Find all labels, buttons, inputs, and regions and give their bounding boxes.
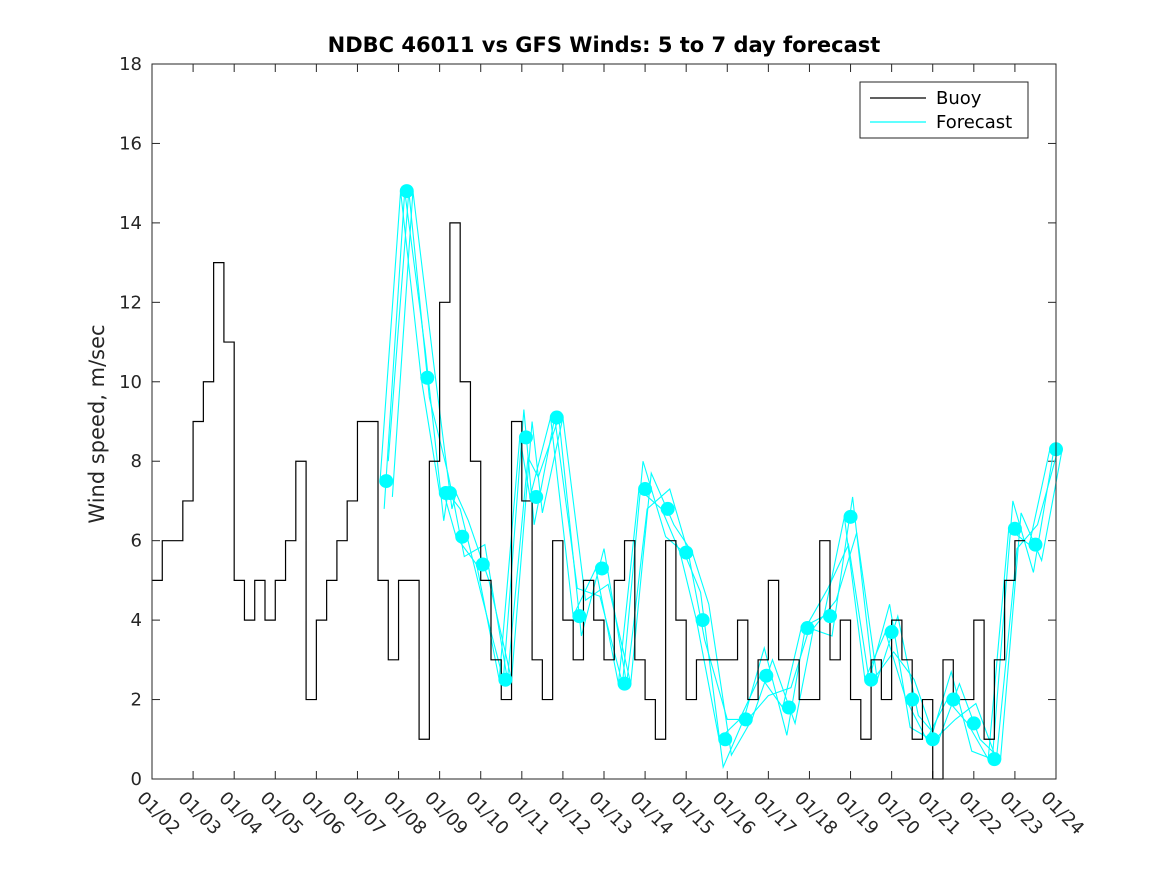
- forecast-point: [759, 668, 774, 683]
- y-tick-label: 8: [131, 451, 142, 472]
- y-tick-label: 0: [131, 769, 142, 790]
- forecast-point: [800, 621, 815, 636]
- forecast-point: [617, 676, 632, 691]
- plot-frame: [151, 63, 1057, 780]
- forecast-point: [498, 672, 513, 687]
- forecast-point: [695, 613, 710, 628]
- forecast-point: [660, 501, 675, 516]
- forecast-point: [455, 529, 470, 544]
- y-tick-label: 6: [131, 531, 142, 552]
- forecast-point: [518, 430, 533, 445]
- y-tick-label: 2: [131, 690, 142, 711]
- y-tick-label: 12: [119, 292, 142, 313]
- forecast-points: [379, 184, 1063, 767]
- forecast-point: [925, 732, 940, 747]
- chart-title: NDBC 46011 vs GFS Winds: 5 to 7 day fore…: [328, 33, 881, 57]
- forecast-point: [399, 184, 414, 199]
- legend-buoy-label: Buoy: [936, 88, 982, 109]
- forecast-point: [987, 752, 1002, 767]
- forecast-point: [529, 489, 544, 504]
- forecast-point: [864, 672, 879, 687]
- buoy-series: [152, 222, 1026, 780]
- y-tick-label: 10: [119, 372, 142, 393]
- forecast-point: [738, 712, 753, 727]
- forecast-point: [594, 561, 609, 576]
- buoy-line: [152, 222, 1026, 780]
- y-tick-label: 18: [119, 54, 142, 75]
- y-axis-label: Wind speed, m/sec: [85, 324, 109, 523]
- forecast-point: [549, 410, 564, 425]
- forecast-point: [679, 545, 694, 560]
- forecast-point: [442, 486, 457, 500]
- y-tick-label: 4: [131, 610, 142, 631]
- legend-box: [859, 81, 1029, 139]
- forecast-line-2: [383, 191, 1055, 770]
- forecast-point: [420, 370, 435, 385]
- y-axis: 0 2 4 6 8 10 12 14 16 18: [119, 54, 1056, 790]
- legend: Buoy Forecast: [859, 81, 1029, 139]
- forecast-point: [638, 482, 653, 497]
- forecast-point: [905, 692, 920, 707]
- forecast-point: [1007, 521, 1022, 536]
- forecast-point: [572, 609, 587, 624]
- legend-forecast-label: Forecast: [936, 112, 1012, 133]
- y-tick-label: 14: [119, 213, 142, 234]
- forecast-point: [966, 716, 981, 731]
- forecast-point: [843, 509, 858, 524]
- forecast-point: [946, 692, 961, 707]
- forecast-point: [379, 474, 394, 489]
- forecast-point: [781, 700, 796, 715]
- y-tick-label: 16: [119, 133, 142, 154]
- forecast-point: [718, 732, 733, 747]
- forecast-point: [475, 557, 490, 572]
- forecast-point: [884, 625, 899, 640]
- forecast-point: [823, 609, 837, 624]
- forecast-point: [1028, 537, 1043, 552]
